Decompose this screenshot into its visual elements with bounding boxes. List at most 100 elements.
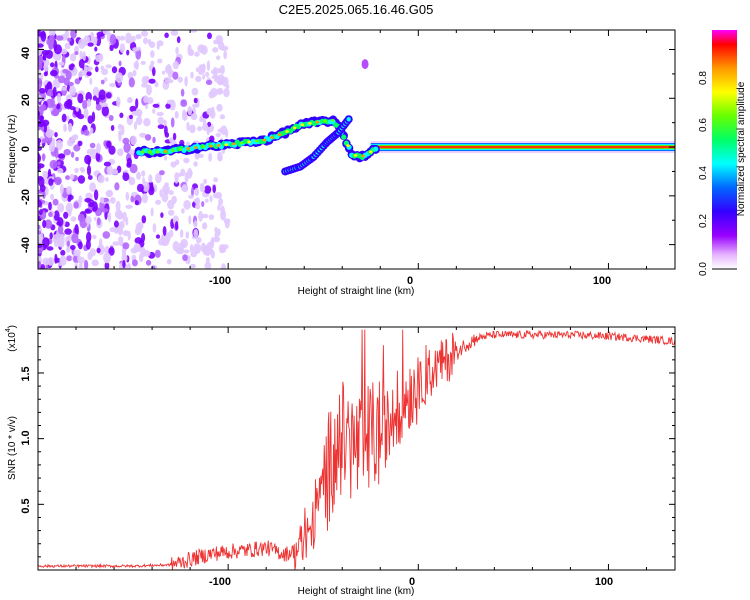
- noise-speck: [89, 77, 93, 86]
- noise-speck: [133, 61, 139, 70]
- noise-speck: [38, 146, 42, 152]
- noise-speck: [218, 197, 224, 206]
- noise-speck: [65, 202, 73, 213]
- noise-speck: [204, 245, 212, 257]
- noise-speck: [38, 110, 41, 117]
- noise-speck: [74, 45, 79, 53]
- noise-speck: [152, 136, 156, 144]
- noise-speck: [77, 213, 85, 222]
- noise-speck: [145, 259, 152, 266]
- noise-speck: [60, 249, 66, 256]
- noise-speck: [65, 175, 71, 180]
- noise-speck: [85, 66, 93, 71]
- noise-speck: [84, 197, 92, 203]
- noise-speck: [122, 172, 130, 181]
- noise-speck: [87, 42, 94, 47]
- noise-speck: [211, 106, 215, 114]
- noise-speck: [126, 97, 133, 104]
- noise-speck: [38, 115, 45, 122]
- noise-speck: [141, 233, 146, 243]
- snr-multiplier-base: (x10: [7, 332, 18, 352]
- noise-speck: [109, 197, 116, 204]
- noise-speck: [142, 177, 146, 185]
- noise-speck: [152, 67, 156, 77]
- noise-speck: [187, 49, 195, 57]
- noise-speck: [109, 34, 117, 45]
- ridge-core: [209, 144, 213, 148]
- noise-speck: [66, 115, 70, 122]
- noise-speck: [84, 154, 92, 165]
- noise-speck: [122, 230, 130, 237]
- noise-speck: [223, 50, 228, 60]
- ridge-core: [330, 118, 335, 122]
- noise-speck: [41, 49, 50, 56]
- ridge-core: [232, 142, 236, 146]
- noise-speck: [191, 186, 194, 197]
- spectrogram-panel: -100 0 100 Height of straight line (km) …: [7, 29, 676, 297]
- noise-speck: [164, 132, 170, 138]
- noise-speck: [64, 228, 72, 235]
- noise-speck: [48, 211, 53, 218]
- snr-y-tick-label: 1.0: [20, 430, 32, 445]
- noise-speck: [93, 216, 97, 221]
- spectrogram-x-tick-label: 100: [593, 275, 611, 287]
- noise-speck: [82, 51, 86, 61]
- noise-speck: [78, 262, 83, 269]
- noise-speck: [58, 61, 65, 66]
- noise-speck: [177, 76, 183, 83]
- noise-speck: [219, 114, 226, 120]
- noise-speck: [73, 201, 79, 209]
- noise-speck: [212, 47, 219, 53]
- ridge-core: [201, 145, 206, 149]
- noise-speck: [191, 87, 199, 96]
- noise-speck: [109, 44, 114, 52]
- noise-speck: [106, 140, 112, 148]
- noise-speck: [129, 114, 133, 120]
- noise-speck: [58, 241, 65, 248]
- noise-speck: [67, 37, 72, 42]
- noise-speck: [132, 47, 140, 52]
- ridge-core: [140, 150, 145, 154]
- ridge-core: [155, 150, 160, 154]
- noise-speck: [96, 142, 101, 154]
- noise-speck: [49, 159, 58, 169]
- ridge-core: [368, 150, 373, 154]
- noise-speck: [195, 197, 201, 206]
- noise-speck: [189, 244, 194, 254]
- noise-speck: [208, 214, 215, 220]
- noise-speck: [146, 84, 152, 96]
- noise-speck: [69, 85, 77, 96]
- snr-panel: -100 0 100 Height of straight line (km) …: [5, 325, 676, 597]
- noise-speck: [68, 64, 74, 71]
- snr-line-series: [38, 329, 675, 570]
- noise-speck: [104, 261, 110, 269]
- noise-speck: [201, 201, 205, 207]
- noise-speck: [167, 209, 175, 216]
- noise-speck: [52, 86, 57, 98]
- noise-speck: [164, 155, 168, 161]
- noise-speck: [201, 213, 209, 219]
- noise-speck: [207, 121, 212, 127]
- noise-speck: [220, 125, 228, 136]
- noise-speck: [52, 234, 59, 244]
- noise-speck: [148, 174, 153, 184]
- noise-speck: [179, 229, 184, 238]
- noise-speck: [144, 134, 152, 141]
- branch-inner: [346, 117, 351, 122]
- snr-multiplier: (x104): [5, 325, 18, 352]
- colorbar-tick-label: 0.6: [698, 118, 709, 132]
- snr-x-tick-label: -100: [209, 576, 231, 588]
- noise-speck: [165, 103, 171, 109]
- noise-speck: [220, 45, 229, 51]
- noise-speck: [42, 219, 47, 229]
- noise-speck: [141, 30, 149, 37]
- noise-speck: [155, 199, 162, 205]
- noise-speck: [129, 105, 137, 113]
- noise-speck: [38, 120, 45, 128]
- noise-speck: [55, 139, 64, 151]
- noise-speck: [75, 156, 79, 162]
- noise-speck: [47, 168, 52, 177]
- noise-speck: [108, 115, 114, 121]
- noise-speck: [54, 253, 58, 264]
- noise-speck: [87, 175, 93, 180]
